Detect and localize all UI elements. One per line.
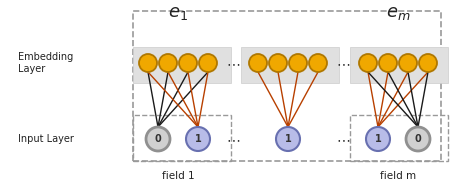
Text: $\cdots$: $\cdots$	[226, 56, 240, 70]
Text: $e_m$: $e_m$	[386, 4, 410, 22]
Text: $\cdots$: $\cdots$	[226, 132, 240, 146]
Text: field 1: field 1	[162, 171, 194, 181]
Text: $\cdots$: $\cdots$	[336, 56, 350, 70]
Circle shape	[199, 54, 217, 72]
Bar	[241, 47, 339, 83]
Text: Input Layer: Input Layer	[18, 134, 74, 144]
Circle shape	[186, 127, 210, 151]
Circle shape	[406, 127, 430, 151]
Text: 0: 0	[155, 134, 161, 144]
Circle shape	[289, 54, 307, 72]
Circle shape	[276, 127, 300, 151]
Text: $e_1$: $e_1$	[168, 4, 188, 22]
Circle shape	[366, 127, 390, 151]
Text: field m: field m	[380, 171, 416, 181]
Bar	[350, 47, 448, 83]
Circle shape	[269, 54, 287, 72]
Text: 1: 1	[374, 134, 382, 144]
Text: 1: 1	[284, 134, 292, 144]
Circle shape	[359, 54, 377, 72]
Circle shape	[419, 54, 437, 72]
Text: Embedding
Layer: Embedding Layer	[18, 52, 73, 74]
Text: 1: 1	[195, 134, 201, 144]
Bar	[133, 47, 231, 83]
Bar	[133, 115, 231, 161]
Circle shape	[139, 54, 157, 72]
Circle shape	[159, 54, 177, 72]
Circle shape	[146, 127, 170, 151]
Bar	[133, 11, 441, 161]
Circle shape	[399, 54, 417, 72]
Text: 0: 0	[415, 134, 421, 144]
Circle shape	[379, 54, 397, 72]
Circle shape	[249, 54, 267, 72]
Text: $\cdots$: $\cdots$	[336, 132, 350, 146]
Circle shape	[309, 54, 327, 72]
Circle shape	[179, 54, 197, 72]
Bar	[350, 115, 448, 161]
